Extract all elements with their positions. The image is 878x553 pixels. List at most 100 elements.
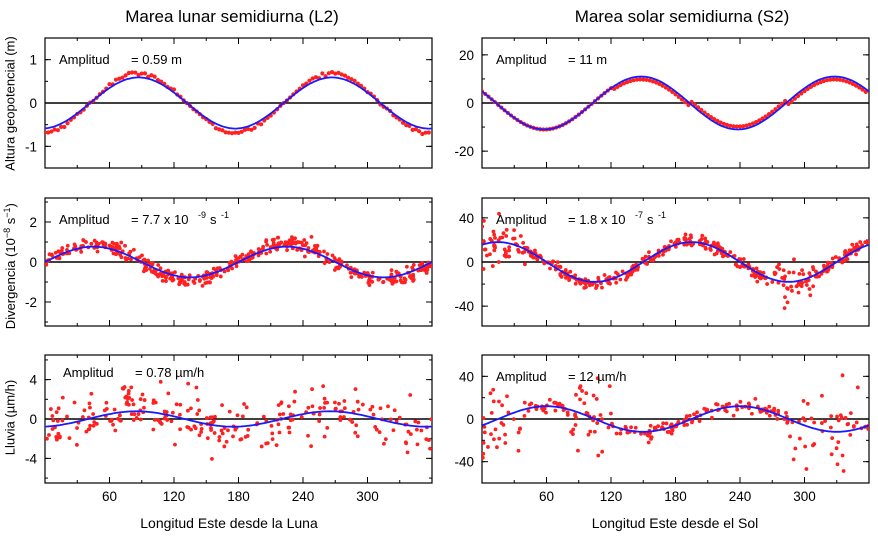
obs-point: [152, 417, 157, 422]
obs-point: [526, 409, 531, 413]
obs-point: [626, 430, 630, 435]
obs-point: [113, 77, 119, 82]
obs-point: [116, 416, 120, 421]
obs-point: [602, 273, 607, 277]
obs-point: [754, 266, 759, 271]
amp-value: = 0.59 m: [131, 52, 182, 67]
obs-point: [488, 391, 493, 396]
obs-point: [282, 242, 287, 247]
obs-point: [339, 72, 344, 77]
obs-point: [72, 400, 77, 405]
obs-point: [809, 416, 814, 421]
obs-point: [103, 241, 108, 246]
obs-point: [146, 258, 150, 263]
obs-point: [595, 283, 599, 288]
obs-point: [765, 282, 770, 286]
obs-point: [246, 126, 251, 132]
obs-point: [753, 396, 758, 401]
xtick-label: 300: [356, 489, 379, 504]
obs-point: [210, 415, 214, 420]
obs-point: [669, 431, 674, 436]
obs-point: [628, 78, 633, 84]
obs-point: [818, 79, 823, 85]
obs-point: [204, 416, 209, 420]
obs-point: [342, 73, 348, 78]
obs-point: [493, 427, 498, 432]
ytick-label: 0: [466, 412, 474, 427]
obs-point: [413, 127, 418, 132]
obs-point: [171, 87, 177, 92]
obs-point: [406, 429, 411, 434]
obs-point: [687, 413, 692, 418]
obs-point: [127, 395, 132, 400]
obs-point: [394, 279, 399, 284]
obs-point: [559, 403, 564, 408]
obs-point: [209, 426, 213, 430]
obs-point: [285, 248, 289, 253]
obs-point: [792, 257, 796, 262]
obs-point: [482, 455, 485, 460]
obs-point: [714, 251, 719, 256]
obs-point: [661, 252, 665, 257]
obs-point: [826, 260, 830, 265]
obs-point: [60, 418, 65, 423]
obs-point: [491, 229, 496, 234]
amp-label: Amplitud: [63, 365, 114, 380]
obs-point: [618, 431, 623, 436]
obs-point: [761, 270, 766, 275]
obs-point: [169, 419, 174, 424]
obs-point: [191, 279, 196, 284]
obs-point: [417, 263, 422, 268]
obs-point: [57, 250, 62, 254]
obs-point: [489, 432, 493, 437]
obs-point: [329, 70, 335, 75]
obs-point: [293, 389, 297, 394]
obs-point: [775, 265, 780, 269]
obs-point: [594, 397, 599, 401]
obs-point: [79, 250, 84, 254]
obs-point: [238, 437, 243, 442]
obs-point: [522, 400, 527, 405]
obs-point: [419, 267, 424, 272]
obs-point: [306, 405, 311, 410]
obs-point: [210, 456, 214, 461]
obs-point: [132, 412, 137, 417]
ytick-label: 20: [459, 48, 474, 63]
xtick-label: 240: [292, 489, 315, 504]
obs-point: [233, 130, 238, 135]
model-curve: [45, 245, 432, 279]
obs-point: [650, 79, 656, 84]
ytick-label: 4: [29, 373, 37, 388]
obs-point: [178, 402, 183, 407]
obs-point: [569, 430, 574, 434]
obs-point: [660, 83, 665, 88]
obs-point: [803, 444, 808, 449]
obs-point: [424, 437, 429, 442]
obs-point: [500, 403, 504, 408]
obs-point: [53, 250, 58, 255]
model-curve: [45, 76, 432, 130]
obs-point: [574, 392, 578, 397]
obs-point: [631, 78, 636, 83]
xtick-label: 180: [227, 489, 250, 504]
obs-point: [174, 402, 179, 407]
amp-label: Amplitud: [59, 212, 110, 227]
obs-point: [527, 402, 532, 407]
obs-point: [272, 237, 276, 242]
obs-point: [377, 430, 382, 435]
obs-point: [854, 252, 858, 257]
obs-point: [356, 407, 361, 412]
amp-unit: s: [210, 212, 217, 227]
obs-point: [222, 269, 227, 274]
obs-point: [353, 387, 358, 392]
obs-point: [727, 401, 731, 406]
obs-point: [844, 79, 849, 84]
obs-point: [751, 273, 756, 278]
obs-point: [200, 283, 205, 288]
obs-point: [189, 406, 193, 411]
obs-point: [504, 234, 509, 238]
obs-point: [850, 81, 855, 87]
obs-point: [495, 445, 499, 450]
obs-point: [699, 237, 704, 242]
obs-point: [773, 271, 778, 276]
